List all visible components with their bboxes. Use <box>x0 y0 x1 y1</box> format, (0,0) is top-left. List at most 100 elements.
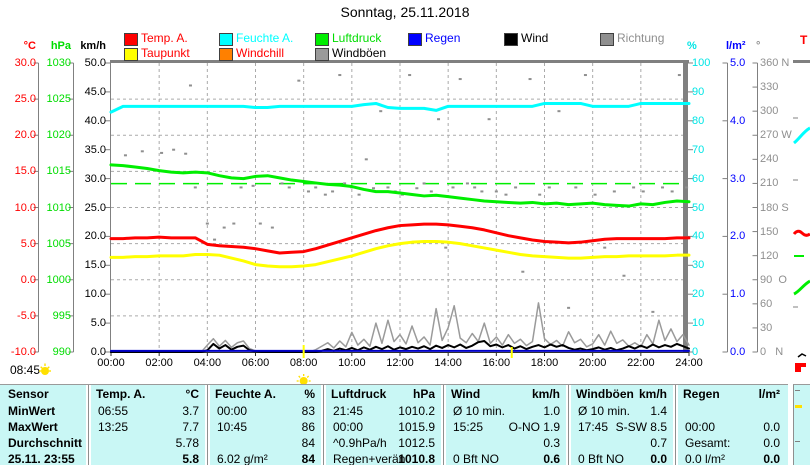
table-cell-note: 6.02 g/m² <box>217 452 268 465</box>
legend-label: Windböen <box>332 46 387 60</box>
sunrise-corner-sun-icon <box>39 363 51 375</box>
series-dot-richtung <box>557 110 561 113</box>
axis-tick-label: 1020 <box>46 129 71 142</box>
axis-tick-label: 330 <box>760 81 779 94</box>
legend-label: Richtung <box>617 31 665 45</box>
axis-tick-label: 1030 <box>46 57 71 69</box>
axis-unit-hPa: hPa <box>50 40 71 52</box>
series-dot-richtung <box>547 186 551 189</box>
x-axis-label: 02:00 <box>145 357 173 369</box>
table-row-label: 25.11. 23:55 <box>8 452 75 465</box>
series-dot-richtung <box>193 186 197 189</box>
table-cell-note: Gesamt: <box>685 436 731 450</box>
table-cell-value: S-SW 8.5 <box>615 420 667 434</box>
legend-swatch-Luftdruck <box>315 33 329 46</box>
legend-label: Temp. A. <box>141 31 188 45</box>
axis-tick-label: 210 <box>760 177 779 190</box>
axis-tick-label: 20.0 <box>14 129 36 142</box>
series-dot-richtung <box>338 74 342 77</box>
x-axis-label: 06:00 <box>241 357 270 369</box>
table-cell-note: Ø 10 min. <box>578 404 631 418</box>
axis-unit-km/h: km/h <box>80 40 106 52</box>
series-line-Temp. A. <box>109 222 691 255</box>
axis-tick-label: 50 <box>692 201 705 214</box>
series-dot-richtung <box>188 84 192 87</box>
next-panel-wind-stub <box>797 353 807 358</box>
legend-swatch-Regen <box>408 33 422 46</box>
series-dot-richtung <box>685 186 689 189</box>
axis-tick-label: 5.0 <box>730 57 746 69</box>
series-dot-richtung <box>140 150 144 153</box>
series-dot-richtung <box>480 190 484 193</box>
axis-tick-label: 30 <box>692 259 705 272</box>
x-axis-label: 04:00 <box>193 357 222 369</box>
series-dot-richtung <box>270 226 274 229</box>
table-column-divider <box>321 385 326 465</box>
series-dot-richtung <box>632 186 636 189</box>
table-cell-value: 7.7 <box>182 420 199 434</box>
legend-swatch-Feuchte A. <box>219 33 233 46</box>
series-line-Feuchte A. <box>109 101 691 114</box>
table-cell-note: 15:25 <box>453 420 484 434</box>
series-dot-richtung <box>444 246 448 249</box>
series-dot-richtung <box>314 186 318 189</box>
table-cell-value: 0.3 <box>543 436 560 450</box>
table-row-label: MinWert <box>8 404 56 418</box>
series-dot-richtung <box>422 182 426 185</box>
axis-tick-label: 0.0 <box>90 346 106 358</box>
axis-tick-label: 360 N <box>760 57 790 69</box>
x-axis-label: 08:00 <box>289 357 318 369</box>
series-dot-richtung <box>415 187 419 190</box>
axis-tick-label: 10 <box>692 317 705 330</box>
table-header-label: Wind <box>451 387 481 401</box>
table-header-label: Luftdruck <box>331 387 387 401</box>
table-cell-note: Regen+verän <box>333 452 406 465</box>
axis-tick-label: 1015 <box>46 165 71 178</box>
next-panel-border-top <box>793 60 810 63</box>
series-dot-richtung <box>172 148 176 151</box>
table-cell-note: 06:55 <box>98 404 129 418</box>
table-cell-value: 5.78 <box>175 436 199 450</box>
series-dot-richtung <box>504 193 508 196</box>
table-cell-note: 17:45 <box>578 420 609 434</box>
table-cell-note: Ø 10 min. <box>453 404 506 418</box>
axis-tick-label: 80 <box>692 114 705 127</box>
table-column-divider <box>566 385 571 465</box>
axis-tick-label: 30 <box>760 321 773 334</box>
series-dot-richtung <box>465 182 469 185</box>
axis-tick-label: -5.0 <box>17 309 36 322</box>
x-axis-label: 16:00 <box>482 357 511 369</box>
legend-swatch-Temp. A. <box>124 33 138 46</box>
series-dot-richtung <box>251 184 255 187</box>
series-dot-richtung <box>222 226 226 229</box>
axis-tick-label: 2.0 <box>730 230 746 243</box>
series-dot-richtung <box>357 193 361 196</box>
table-cell-value: 1015.9 <box>398 420 435 434</box>
axis-tick-label: 0.0 <box>20 273 36 286</box>
series-dot-richtung <box>641 190 645 193</box>
axis-tick-label: 0 <box>692 346 699 358</box>
table-cell-value: 0.0 <box>763 452 780 465</box>
series-dot-richtung <box>670 190 674 193</box>
axis-tick-label: 5.0 <box>90 317 106 330</box>
x-axis-label: 14:00 <box>434 357 462 369</box>
series-dot-richtung <box>343 182 347 185</box>
series-dot-richtung <box>232 222 236 225</box>
legend-label: Luftdruck <box>332 31 382 45</box>
table-cell-value: 84 <box>301 436 315 450</box>
series-dot-richtung <box>458 78 462 81</box>
table-header-unit: km/h <box>638 387 667 401</box>
x-axis-label: 24:00 <box>675 357 703 369</box>
series-dot-richtung <box>514 186 518 189</box>
series-dot-richtung <box>287 186 291 189</box>
axis-tick-label: 1025 <box>46 93 71 106</box>
axis-tick-label: 30.0 <box>14 57 36 69</box>
series-dot-richtung <box>258 222 262 225</box>
axis-unit-l/m²: l/m² <box>726 40 746 52</box>
table-header-unit: hPa <box>412 387 435 401</box>
table-cell-note: ^0.9hPa/h <box>333 436 387 450</box>
table-cell-note: 00:00 <box>685 420 716 434</box>
x-axis-label: 18:00 <box>530 357 559 369</box>
series-dot-richtung <box>306 190 310 193</box>
